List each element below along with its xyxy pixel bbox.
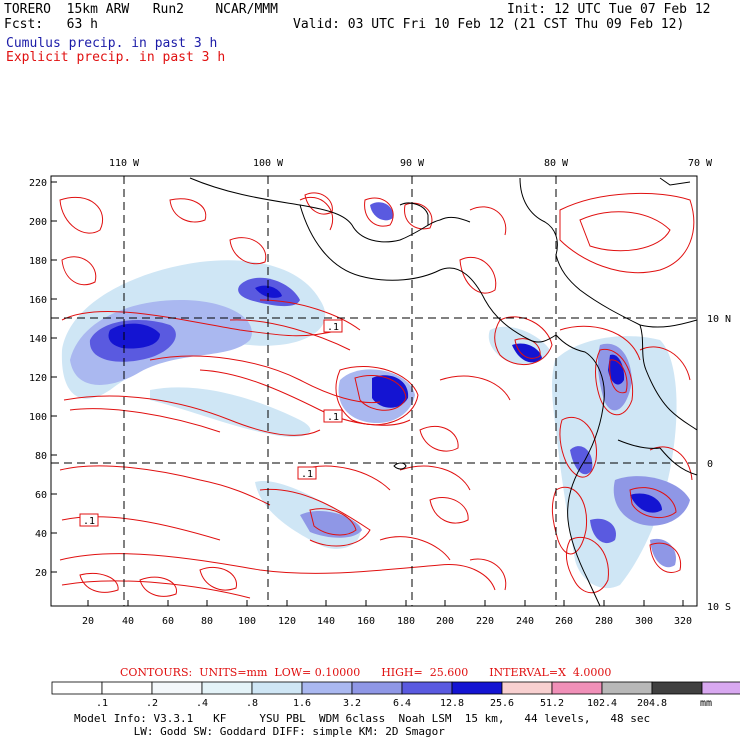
forecast-hour: Fcst: 63 h: [4, 17, 98, 32]
contour-label: .1: [327, 322, 339, 333]
colorbar-swatch: [401, 681, 453, 695]
lon-label: 100 W: [253, 158, 284, 169]
y-tick-label: 200: [29, 217, 47, 228]
colorbar-swatch: [251, 681, 303, 695]
colorbar-swatch: [151, 681, 203, 695]
colorbar-swatch: [301, 681, 353, 695]
x-tick-label: 220: [476, 616, 494, 627]
valid-time: Valid: 03 UTC Fri 10 Feb 12 (21 CST Thu …: [293, 17, 685, 32]
colorbar-tick-label: 1.6: [293, 698, 311, 709]
right-latitude-labels: 10 N 0 10 S: [707, 314, 731, 613]
x-tick-label: 240: [516, 616, 534, 627]
colorbar-labels: .1 .2 .4 .8 1.6 3.2 6.4 12.8 25.6 51.2 102.4 204.8: [96, 698, 667, 709]
x-tick-label: 120: [278, 616, 296, 627]
x-tick-label: 300: [635, 616, 653, 627]
colorbar-tick-label: 25.6: [490, 698, 514, 709]
colorbar-swatch: [551, 681, 603, 695]
top-longitude-labels: 110 W 100 W 90 W 80 W 70 W: [109, 158, 713, 169]
x-tick-label: 320: [674, 616, 692, 627]
field-label-explicit: Explicit precip. in past 3 h: [6, 50, 226, 65]
x-tick-label: 260: [555, 616, 573, 627]
field-label-cumulus: Cumulus precip. in past 3 h: [6, 36, 218, 51]
colorbar-swatch: [101, 681, 153, 695]
x-tick-label: 100: [238, 616, 256, 627]
colorbar-tick-label: .4: [196, 698, 208, 709]
model-info-line1: Model Info: V3.3.1 KF YSU PBL WDM 6class…: [74, 712, 651, 725]
y-tick-label: 40: [35, 529, 47, 540]
lat-label: 0: [707, 459, 713, 470]
colorbar-unit: mm: [700, 698, 712, 709]
colorbar-tick-label: .2: [146, 698, 158, 709]
colorbar-swatch: [451, 681, 503, 695]
colorbar: [51, 681, 740, 695]
x-tick-label: 80: [201, 616, 213, 627]
colorbar-tick-label: 102.4: [587, 698, 617, 709]
init-time: Init: 12 UTC Tue 07 Feb 12: [507, 2, 711, 17]
y-tick-label: 180: [29, 256, 47, 267]
colorbar-swatch: [601, 681, 653, 695]
model-info-line2: LW: Godd SW: Goddard DIFF: simple KM: 2D…: [74, 725, 445, 738]
lon-label: 80 W: [544, 158, 569, 169]
x-tick-label: 40: [122, 616, 134, 627]
colorbar-tick-label: 204.8: [637, 698, 667, 709]
colorbar-swatch: [701, 681, 740, 695]
map-frame: [50, 175, 698, 607]
colorbar-tick-label: 12.8: [440, 698, 464, 709]
colorbar-tick-label: 51.2: [540, 698, 564, 709]
colorbar-swatch: [501, 681, 553, 695]
cumulus-shading: [61, 202, 690, 589]
colorbar-swatch: [51, 681, 103, 695]
colorbar-swatch: [351, 681, 403, 695]
precip-fields: [59, 177, 697, 606]
y-tick-label: 140: [29, 334, 47, 345]
y-tick-label: 100: [29, 412, 47, 423]
y-tick-label: 20: [35, 568, 47, 579]
x-tick-label: 20: [82, 616, 94, 627]
colorbar-tick-label: .1: [96, 698, 108, 709]
x-tick-label: 160: [357, 616, 375, 627]
lat-label: 10 S: [707, 602, 731, 613]
bottom-axis-ticks: [87, 600, 684, 606]
x-tick-label: 60: [162, 616, 174, 627]
contour-label: .1: [83, 516, 95, 527]
contours-info: CONTOURS: UNITS=mm LOW= 0.10000 HIGH= 25…: [120, 666, 612, 679]
colorbar-tick-label: .8: [246, 698, 258, 709]
y-tick-label: 220: [29, 178, 47, 189]
colorbar-swatch: [651, 681, 703, 695]
contour-label: .1: [327, 412, 339, 423]
x-tick-label: 180: [397, 616, 415, 627]
x-tick-label: 280: [595, 616, 613, 627]
bottom-axis-labels: 20 40 60 80 100 120 140 160 180 200 220 …: [82, 616, 692, 627]
colorbar-swatch: [201, 681, 253, 695]
contour-label-boxes: .1 .1 .1 .1: [79, 319, 343, 527]
colorbar-tick-label: 6.4: [393, 698, 411, 709]
y-tick-label: 160: [29, 295, 47, 306]
x-tick-label: 140: [317, 616, 335, 627]
colorbar-tick-label: 3.2: [343, 698, 361, 709]
left-axis-labels: 220 200 180 160 140 120 100 80 60 40 20: [29, 178, 47, 579]
contour-label: .1: [301, 469, 313, 480]
y-tick-label: 80: [35, 451, 47, 462]
y-tick-label: 120: [29, 373, 47, 384]
lat-label: 10 N: [707, 314, 731, 325]
x-tick-label: 200: [436, 616, 454, 627]
left-axis-ticks: [51, 181, 57, 573]
model-title: TORERO 15km ARW Run2 NCAR/MMM: [4, 2, 278, 17]
y-tick-label: 60: [35, 490, 47, 501]
lon-label: 70 W: [688, 158, 713, 169]
latlon-grid: [51, 176, 697, 606]
lon-label: 90 W: [400, 158, 425, 169]
lon-label: 110 W: [109, 158, 140, 169]
